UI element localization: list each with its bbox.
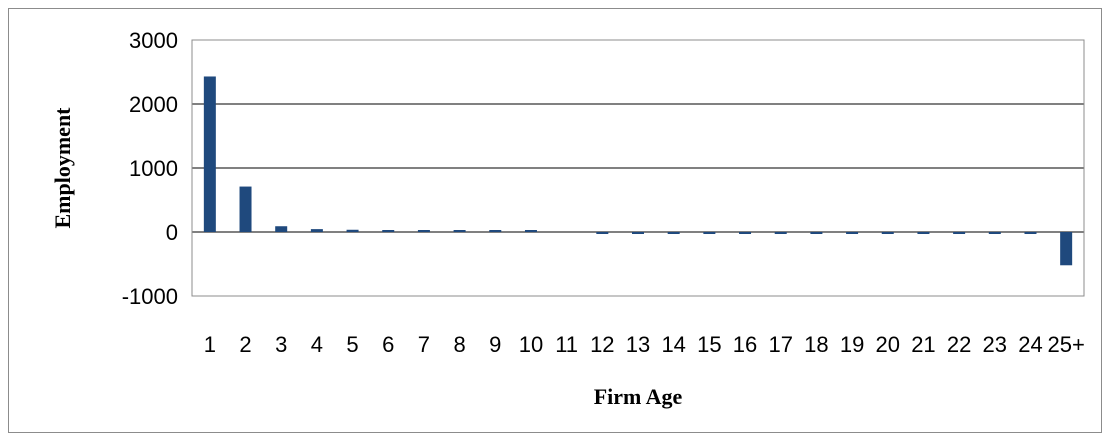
- bar-age-17: [774, 232, 787, 234]
- x-tick-label: 14: [661, 332, 685, 357]
- bar-age-4: [310, 229, 323, 232]
- x-tick-label: 6: [382, 332, 394, 357]
- x-tick-label: 2: [239, 332, 251, 357]
- bar-age-10: [524, 230, 537, 232]
- bar-age-20: [881, 232, 894, 234]
- x-tick-label: 24: [1018, 332, 1042, 357]
- x-tick-label: 5: [346, 332, 358, 357]
- plot-area: [191, 39, 1085, 297]
- bars: [203, 76, 1073, 266]
- x-tick-label: 19: [840, 332, 864, 357]
- x-tick-label: 3: [275, 332, 287, 357]
- x-tick-label: 12: [590, 332, 614, 357]
- x-tick-label: 7: [418, 332, 430, 357]
- x-tick-label: 4: [311, 332, 323, 357]
- x-tick-label: 1: [204, 332, 216, 357]
- gridlines: [192, 103, 1084, 233]
- bar-age-14: [667, 232, 680, 234]
- bar-age-9: [489, 230, 502, 232]
- x-axis-title: Firm Age: [594, 384, 683, 409]
- x-tick-label: 17: [768, 332, 792, 357]
- bar-age-22: [953, 232, 966, 234]
- x-tick-label: 9: [489, 332, 501, 357]
- x-tick-label: 10: [519, 332, 543, 357]
- bar-age-6: [382, 230, 395, 232]
- x-tick-label: 11: [555, 332, 578, 357]
- bar-age-8: [453, 230, 466, 232]
- y-tick-label: 3000: [129, 28, 178, 53]
- bar-age-12: [596, 232, 609, 234]
- x-tick-label: 20: [876, 332, 900, 357]
- bar-age-15: [703, 232, 716, 234]
- bar-age-2: [239, 186, 252, 232]
- x-tick-label: 25+: [1047, 332, 1084, 357]
- chart-frame: [8, 8, 1102, 433]
- y-tick-label: -1000: [122, 284, 178, 309]
- bar-age-23: [988, 232, 1001, 234]
- x-tick-label: 16: [733, 332, 757, 357]
- y-tick-labels: -1000 0 1000 2000 3000: [122, 28, 178, 309]
- y-tick-label: 2000: [129, 92, 178, 117]
- x-tick-label: 18: [804, 332, 828, 357]
- bar-age-24: [1024, 232, 1037, 234]
- y-tick-label: 0: [166, 220, 178, 245]
- bar-age-25+: [1060, 232, 1073, 266]
- bar-age-18: [810, 232, 823, 234]
- bar-age-5: [346, 229, 359, 232]
- x-tick-label: 13: [626, 332, 650, 357]
- bar-age-16: [739, 232, 752, 234]
- x-tick-labels: 1 2 3 4 5 6 7 8 9 10 11 12 13 14 15 16 17 18 19 20 21 22 23 24 2…: [204, 332, 1085, 357]
- x-tick-label: 15: [697, 332, 721, 357]
- bar-age-1: [203, 76, 216, 232]
- x-tick-label: 21: [911, 332, 935, 357]
- bar-age-13: [632, 232, 644, 234]
- y-tick-label: 1000: [129, 156, 178, 181]
- x-tick-label: 23: [983, 332, 1007, 357]
- bar-age-3: [275, 226, 288, 232]
- x-tick-label: 22: [947, 332, 971, 357]
- y-axis-title: Employment: [50, 107, 75, 229]
- bar-age-21: [917, 232, 930, 234]
- bar-age-19: [846, 232, 859, 234]
- bar-age-7: [417, 230, 430, 232]
- x-tick-label: 8: [453, 332, 465, 357]
